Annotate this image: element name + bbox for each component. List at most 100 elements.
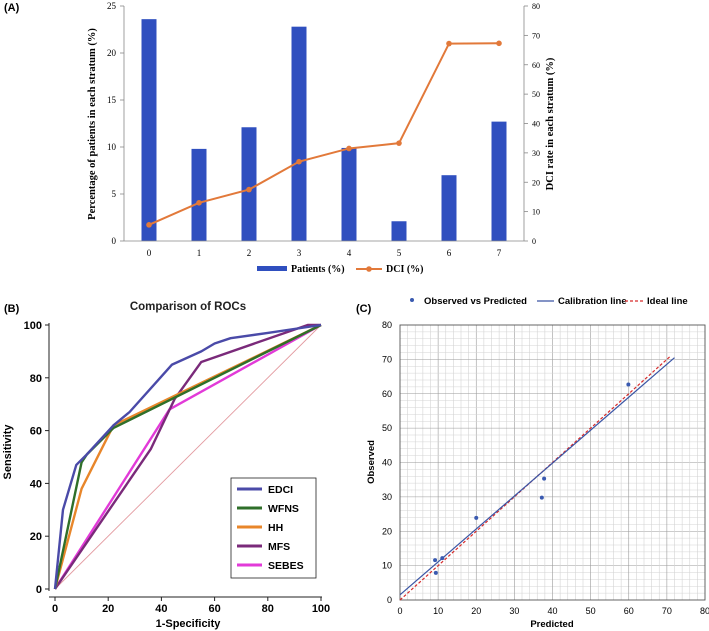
patients-bar	[291, 26, 307, 242]
panel-c-xtick-label: 40	[547, 606, 557, 616]
legend-patients-label: Patients (%)	[291, 264, 345, 275]
roc-curve-mfs	[54, 323, 321, 590]
panel-b-legend: EDCI WFNS HH MFS SEBES	[230, 477, 317, 579]
legend-patients-swatch	[257, 266, 287, 271]
panel-c-ytick-label: 40	[382, 458, 392, 468]
patients-bar	[241, 127, 257, 241]
panel-a-ytick-label: 0	[112, 236, 117, 246]
legend-label-edci: EDCI	[268, 484, 293, 496]
legend-label-mfs: MFS	[268, 541, 290, 553]
dci-point	[296, 158, 302, 165]
legend-dci-label: DCI (%)	[386, 264, 424, 275]
panel-a-label: (A)	[4, 2, 20, 14]
observed-point	[433, 558, 438, 563]
panel-c-xtick-label: 70	[662, 606, 672, 616]
panel-c: (C) Observed vs Predicted Calibration li…	[356, 296, 709, 630]
panel-a-y2label: DCI rate in each stratum (%)	[545, 57, 556, 190]
panel-a-y2tick-label: 40	[532, 120, 540, 129]
panel-b-xlabel: 1-Specificity	[156, 618, 222, 630]
patients-bar	[441, 175, 457, 241]
panel-b-ytick-label: 20	[30, 531, 42, 543]
panel-a-xtick-label: 1	[197, 248, 202, 258]
roc-curve-edci	[53, 323, 322, 590]
panel-a-y2tick-label: 30	[532, 149, 540, 158]
roc-reference-diagonal	[54, 324, 322, 590]
panel-b-title: Comparison of ROCs	[130, 301, 246, 313]
panel-a-xtick-label: 5	[397, 248, 402, 258]
observed-point	[626, 382, 631, 387]
panel-b: (B) Comparison of ROCs 0 20 40 60 80 100 0 20 40…	[2, 301, 330, 630]
panel-a-ytick-label: 25	[107, 1, 117, 11]
panel-a-legend: Patients (%) DCI (%)	[257, 264, 424, 275]
panel-c-xtick-label: 0	[397, 606, 402, 616]
dci-line	[148, 42, 500, 226]
panel-b-label: (B)	[4, 303, 20, 315]
legend-calibration-label: Calibration line	[558, 296, 627, 307]
panel-a-y2tick-label: 70	[532, 31, 540, 40]
dci-point	[396, 140, 402, 146]
panel-c-ytick-label: 80	[382, 320, 392, 330]
panel-b-ytick-label: 100	[24, 320, 42, 332]
panel-a-y2tick-label: 60	[532, 61, 540, 70]
panel-b-xtick-label: 100	[312, 603, 330, 615]
panel-a-xtick-label: 0	[147, 248, 152, 258]
dci-point	[446, 40, 452, 47]
observed-point	[539, 495, 544, 500]
panel-c-plot-frame	[399, 324, 706, 601]
panel-c-xtick-label: 60	[624, 606, 634, 616]
panel-a-y2tick-label: 10	[532, 208, 540, 217]
panel-c-xlabel: Predicted	[530, 619, 573, 630]
panel-b-ytick-label: 0	[36, 584, 42, 596]
panel-a-xtick-label: 4	[347, 248, 352, 258]
panel-b-ytick-label: 80	[30, 373, 42, 385]
legend-dci-marker	[366, 266, 372, 272]
panel-c-xtick-label: 80	[700, 606, 709, 616]
panel-c-xtick-label: 20	[471, 606, 481, 616]
panel-b-ytick-label: 60	[30, 426, 42, 438]
panel-b-xtick-label: 60	[208, 603, 220, 615]
panel-b-ylabel: Sensitivity	[2, 424, 14, 480]
panel-a-y2tick-label: 20	[532, 178, 540, 187]
panel-a-y2tick-label: 50	[532, 90, 540, 99]
legend-label-wfns: WFNS	[268, 503, 299, 515]
panel-b-xtick-label: 0	[52, 603, 58, 615]
panel-a-xtick-label: 6	[447, 248, 452, 258]
panel-a-y2tick-label: 0	[532, 237, 536, 246]
panel-a-ytick-label: 15	[107, 95, 117, 105]
panel-c-xtick-label: 50	[586, 606, 596, 616]
panel-c-ytick-label: 60	[382, 389, 392, 399]
panel-a-xtick-label: 2	[247, 248, 252, 258]
panel-c-ytick-label: 30	[382, 492, 392, 502]
dci-point	[246, 186, 252, 193]
observed-point	[474, 515, 479, 520]
panel-a-ytick-label: 10	[107, 142, 117, 152]
panel-c-ytick-label: 10	[382, 561, 392, 571]
panel-a-ylabel: Percentage of patients in each stratum (…	[87, 28, 98, 220]
dci-point	[346, 145, 352, 152]
legend-observed-label: Observed vs Predicted	[424, 296, 527, 307]
panel-a-y2tick-label: 80	[532, 2, 540, 11]
panel-b-xtick-label: 40	[155, 603, 167, 615]
legend-label-hh: HH	[268, 522, 283, 534]
panel-a-ytick-label: 5	[112, 189, 117, 199]
legend-label-sebes: SEBES	[268, 560, 304, 572]
panel-b-xtick-label: 20	[102, 603, 114, 615]
panel-a-ytick-label: 20	[107, 48, 117, 58]
panel-c-ytick-label: 70	[382, 354, 392, 364]
patients-bar	[341, 147, 357, 241]
panel-c-ytick-label: 0	[387, 595, 392, 605]
patients-bar	[491, 121, 507, 241]
panel-a-xtick-label: 3	[297, 248, 302, 258]
observed-point	[542, 476, 547, 481]
panel-c-ylabel: Observed	[366, 440, 377, 484]
panel-a: (A) 0 10 20 30 40 50 60 70 80 0 5 10 15 20 25 0 1 2 3 4 5 6…	[4, 1, 556, 275]
dci-point	[146, 222, 152, 228]
panel-b-xtick-label: 80	[262, 603, 274, 615]
panel-c-legend: Observed vs Predicted Calibration line I…	[410, 296, 688, 307]
panel-c-label: (C)	[356, 303, 372, 315]
legend-observed-marker	[410, 298, 414, 302]
calibration-line	[399, 357, 675, 596]
dci-point	[196, 200, 202, 206]
legend-ideal-label: Ideal line	[647, 296, 688, 307]
